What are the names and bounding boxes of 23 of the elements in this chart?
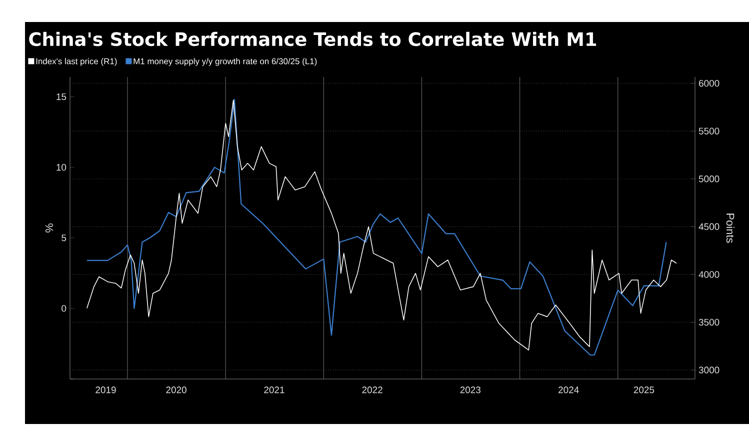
y2-tick-label: 5000 [698,176,720,182]
x-tick-label: 2022 [362,386,382,394]
x-tick-label: 2021 [264,386,284,394]
x-tick-label: 2024 [558,386,579,394]
y2-tick-label: 4000 [698,271,720,278]
chart-title: China's Stock Performance Tends to Correlate With M1 [29,32,596,46]
y-tick-label: 10 [56,164,66,171]
x-tick-label: 2020 [166,386,186,394]
legend-label: Index's last price (R1) [36,58,117,66]
x-tick-label: 2025 [634,386,654,394]
y-tick-label: 5 [62,234,66,242]
y2-tick-label: 5500 [698,128,720,134]
y2-tick-label: 6000 [699,80,720,87]
y2-tick-label: 3500 [698,318,720,326]
x-tick-label: 2019 [96,386,116,394]
y2-tick-label: 3000 [698,366,720,374]
y-tick-label: 15 [56,93,66,100]
y2-axis-title: Points [726,214,734,243]
y2-tick-label: 4500 [698,223,720,230]
x-tick-label: 2023 [460,386,480,394]
y-tick-label: 0 [62,305,66,312]
legend-label: M1 money supply y/y growth rate on 6/30/25 (L1) [134,58,317,66]
y-axis-title: % [45,224,54,232]
